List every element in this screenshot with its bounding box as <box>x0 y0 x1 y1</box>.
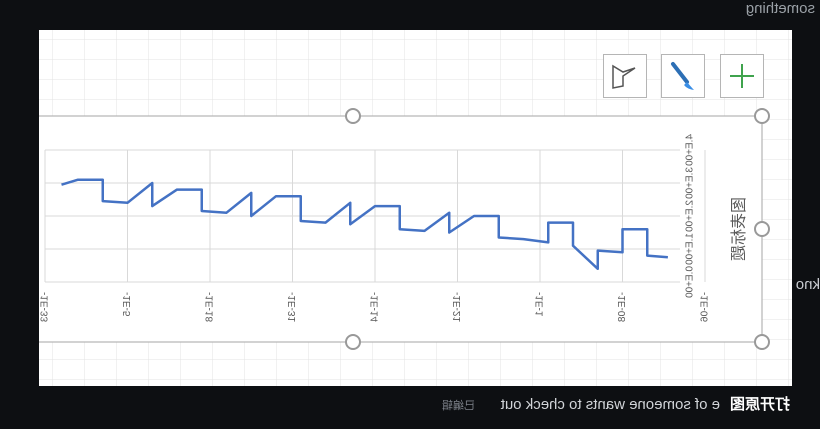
brush-icon <box>671 62 689 84</box>
x-tick-label: -1E-31 <box>287 292 298 322</box>
y-tick-label: 4.E+00 <box>685 134 696 166</box>
sheet: 图表标题 0.E+001.E+002.E+003.E+004.E+00 -1E-0… <box>39 30 792 386</box>
toolbar <box>603 54 764 98</box>
x-tick-label: -1E-06 <box>700 292 711 322</box>
resize-handle[interactable] <box>345 334 361 350</box>
resize-handle[interactable] <box>754 108 770 124</box>
y-tick-label: 2.E+00 <box>685 200 696 232</box>
x-tick-label: -1E-14 <box>370 292 381 322</box>
data-line <box>61 178 668 271</box>
x-tick-label: -1E-18 <box>205 292 216 322</box>
filter-icon <box>612 64 636 89</box>
x-tick-label: -1E-5 <box>122 292 133 317</box>
x-tick-label: -1E-08 <box>617 292 628 322</box>
chart-title: 图表标题 <box>730 197 748 261</box>
top-text: something <box>746 0 815 17</box>
edited-tag: 已编辑 <box>442 398 475 412</box>
open-image[interactable]: 打开原图 <box>730 395 790 413</box>
plus-icon <box>730 64 754 88</box>
filter-button[interactable] <box>603 54 647 98</box>
plot: 0.E+001.E+002.E+003.E+004.E+00 -1E-06 -1E-… <box>40 134 711 322</box>
brush-tip <box>684 82 694 90</box>
resize-handle[interactable] <box>754 334 770 350</box>
y-tick-label: 0.E+00 <box>685 266 696 298</box>
x-tick-label: -1E-33 <box>40 292 51 322</box>
handles <box>345 108 770 350</box>
resize-handle[interactable] <box>754 221 770 237</box>
message: e of someone wants to check out <box>500 396 720 413</box>
side-text: kno <box>796 276 820 293</box>
x-tick-label: -1E-21 <box>452 292 463 322</box>
x-tick-label: -1E-1 <box>535 292 546 317</box>
mirrored-view: something kno 打开原图 e of someone wants to… <box>39 0 820 413</box>
resize-handle[interactable] <box>345 108 361 124</box>
y-tick-label: 3.E+00 <box>685 167 696 199</box>
y-tick-label: 1.E+00 <box>685 233 696 265</box>
